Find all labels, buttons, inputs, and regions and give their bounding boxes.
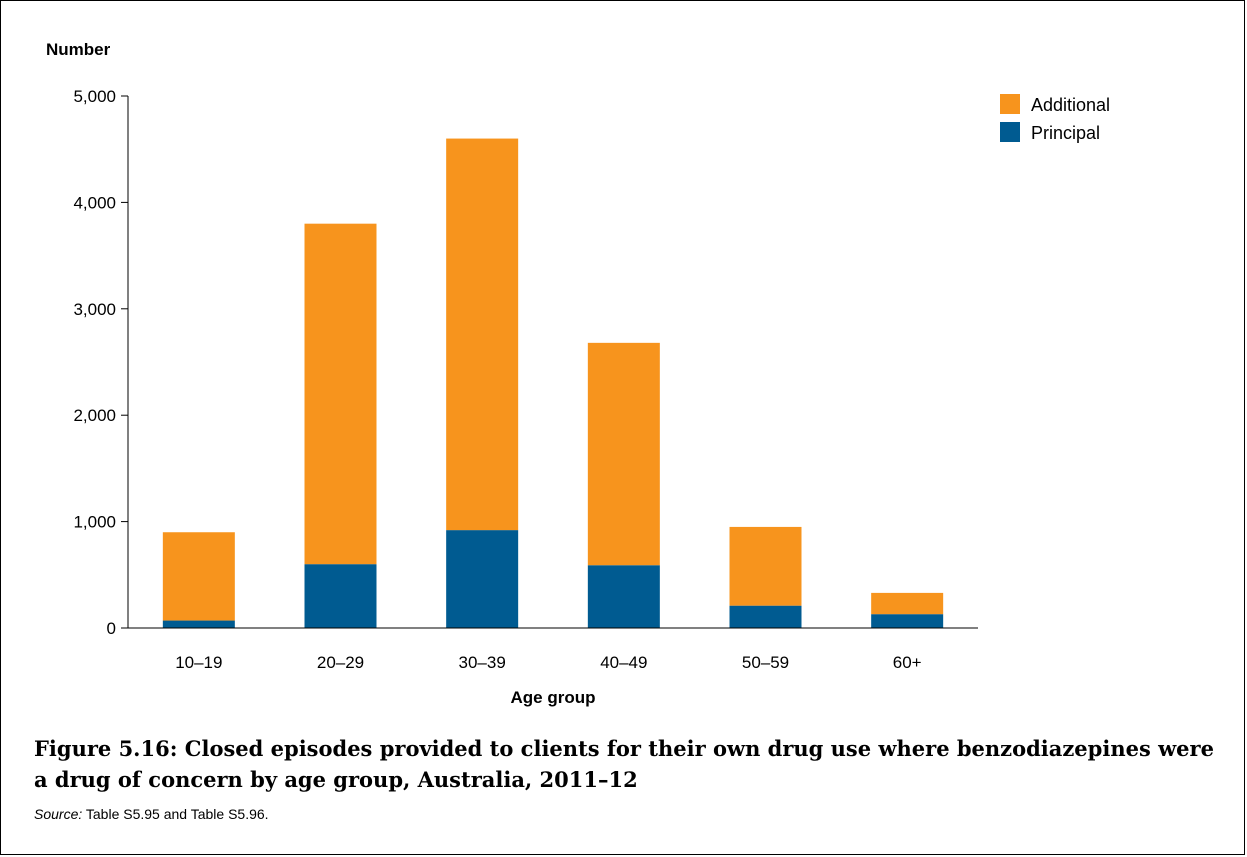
bar-principal-4 [587, 565, 660, 628]
legend: Additional Principal [1000, 94, 1110, 143]
y-tick-label: 5,000 [73, 87, 116, 106]
bar-principal-5 [729, 605, 802, 628]
legend-swatch-additional [1000, 94, 1020, 114]
bar-principal-6 [871, 614, 944, 628]
source-label: Source: [34, 806, 83, 822]
x-tick-label: 20–29 [317, 653, 364, 672]
legend-label-additional: Additional [1031, 95, 1110, 115]
bar-additional-3 [446, 138, 519, 531]
y-tick-label: 3,000 [73, 300, 116, 319]
x-tick-label: 50–59 [742, 653, 789, 672]
bar-additional-6 [871, 592, 944, 615]
x-axis-title: Age group [511, 688, 596, 707]
bar-additional-4 [587, 342, 660, 566]
y-tick-label: 2,000 [73, 406, 116, 425]
x-tick-label: 40–49 [600, 653, 647, 672]
y-tick-label: 0 [107, 619, 116, 638]
x-tick-label: 60+ [893, 653, 922, 672]
bar-principal-2 [304, 564, 377, 628]
bar-chart: Number Age group 0 1,000 2,000 3,000 4,000 5,… [46, 40, 1110, 707]
legend-label-principal: Principal [1031, 123, 1100, 143]
figure-caption: Figure 5.16: Closed episodes provided to… [34, 736, 1214, 792]
bar-additional-2 [304, 223, 377, 565]
bar-principal-1 [162, 620, 235, 628]
bar-additional-1 [162, 532, 235, 621]
x-tick-label: 30–39 [459, 653, 506, 672]
bar-additional-5 [729, 526, 802, 606]
y-tick-label: 4,000 [73, 193, 116, 212]
legend-swatch-principal [1000, 122, 1020, 142]
source-note: Source: Table S5.95 and Table S5.96. [34, 806, 269, 822]
x-tick-label: 10–19 [175, 653, 222, 672]
y-tick-label: 1,000 [73, 513, 116, 532]
y-axis-title: Number [46, 40, 111, 59]
bar-principal-3 [446, 530, 519, 628]
source-text: Table S5.95 and Table S5.96. [82, 806, 269, 822]
